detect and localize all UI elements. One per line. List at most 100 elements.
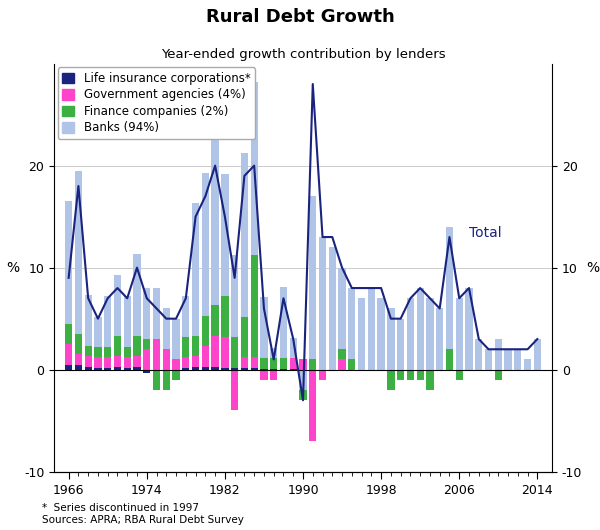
Bar — [338, 349, 346, 359]
Bar — [163, 308, 170, 349]
Bar — [251, 368, 258, 370]
Bar — [85, 356, 92, 367]
Bar — [416, 370, 424, 380]
Bar — [514, 349, 521, 370]
Bar — [241, 368, 248, 370]
Bar — [182, 337, 190, 357]
Bar — [260, 297, 268, 358]
Bar — [182, 368, 190, 370]
Bar — [114, 275, 121, 336]
Bar — [124, 347, 131, 357]
Bar — [114, 367, 121, 370]
Bar — [75, 355, 82, 365]
Bar — [358, 298, 365, 370]
Bar — [202, 173, 209, 315]
Bar — [466, 288, 473, 370]
Bar — [280, 369, 287, 370]
Bar — [241, 153, 248, 316]
Bar — [426, 298, 434, 370]
Bar — [280, 287, 287, 358]
Bar — [475, 339, 482, 370]
Bar — [290, 338, 297, 358]
Bar — [211, 305, 219, 336]
Bar — [192, 336, 199, 356]
Bar — [182, 357, 190, 368]
Bar — [124, 296, 131, 347]
Bar — [124, 368, 131, 370]
Bar — [104, 347, 112, 357]
Bar — [260, 358, 268, 369]
Y-axis label: %: % — [6, 261, 19, 275]
Bar — [143, 339, 151, 349]
Bar — [104, 357, 112, 368]
Bar — [397, 319, 404, 370]
Bar — [270, 348, 277, 358]
Bar — [387, 308, 395, 370]
Bar — [65, 324, 73, 344]
Bar — [163, 349, 170, 370]
Bar — [65, 344, 73, 365]
Bar — [94, 357, 101, 368]
Bar — [85, 367, 92, 370]
Bar — [280, 358, 287, 369]
Bar — [319, 237, 326, 370]
Bar — [163, 370, 170, 390]
Bar — [446, 349, 453, 370]
Bar — [446, 227, 453, 349]
Bar — [290, 369, 297, 370]
Bar — [133, 367, 140, 370]
Bar — [114, 336, 121, 356]
Bar — [426, 370, 434, 390]
Bar — [202, 315, 209, 346]
Y-axis label: %: % — [587, 261, 600, 275]
Bar — [455, 370, 463, 380]
Bar — [494, 370, 502, 380]
Bar — [260, 369, 268, 370]
Bar — [153, 288, 160, 339]
Bar — [348, 359, 355, 370]
Bar — [241, 357, 248, 368]
Bar — [192, 204, 199, 336]
Bar — [104, 296, 112, 347]
Bar — [485, 349, 492, 370]
Text: *  Series discontinued in 1997: * Series discontinued in 1997 — [42, 503, 199, 513]
Bar — [143, 370, 151, 373]
Bar — [377, 298, 385, 370]
Bar — [309, 359, 316, 370]
Bar — [85, 295, 92, 346]
Bar — [202, 346, 209, 367]
Bar — [251, 255, 258, 357]
Bar — [494, 339, 502, 370]
Legend: Life insurance corporations*, Government agencies (4%), Finance companies (2%), : Life insurance corporations*, Government… — [58, 67, 255, 139]
Bar — [172, 370, 180, 380]
Bar — [270, 370, 277, 380]
Bar — [221, 368, 229, 370]
Bar — [94, 316, 101, 347]
Bar — [172, 319, 180, 359]
Bar — [133, 356, 140, 367]
Bar — [94, 347, 101, 357]
Text: Rural Debt Growth: Rural Debt Growth — [206, 8, 394, 26]
Bar — [114, 356, 121, 367]
Title: Year-ended growth contribution by lenders: Year-ended growth contribution by lender… — [161, 48, 445, 61]
Bar — [533, 339, 541, 370]
Bar — [251, 357, 258, 368]
Text: Sources: APRA; RBA Rural Debt Survey: Sources: APRA; RBA Rural Debt Survey — [42, 515, 244, 525]
Bar — [153, 339, 160, 370]
Bar — [153, 370, 160, 390]
Bar — [260, 370, 268, 380]
Bar — [182, 296, 190, 337]
Bar — [124, 357, 131, 368]
Bar — [407, 298, 414, 370]
Bar — [202, 367, 209, 370]
Bar — [251, 82, 258, 255]
Bar — [94, 368, 101, 370]
Bar — [211, 336, 219, 367]
Bar — [368, 288, 375, 370]
Bar — [319, 370, 326, 380]
Bar — [505, 349, 512, 370]
Bar — [75, 334, 82, 355]
Bar — [309, 370, 316, 441]
Bar — [192, 367, 199, 370]
Bar — [65, 365, 73, 370]
